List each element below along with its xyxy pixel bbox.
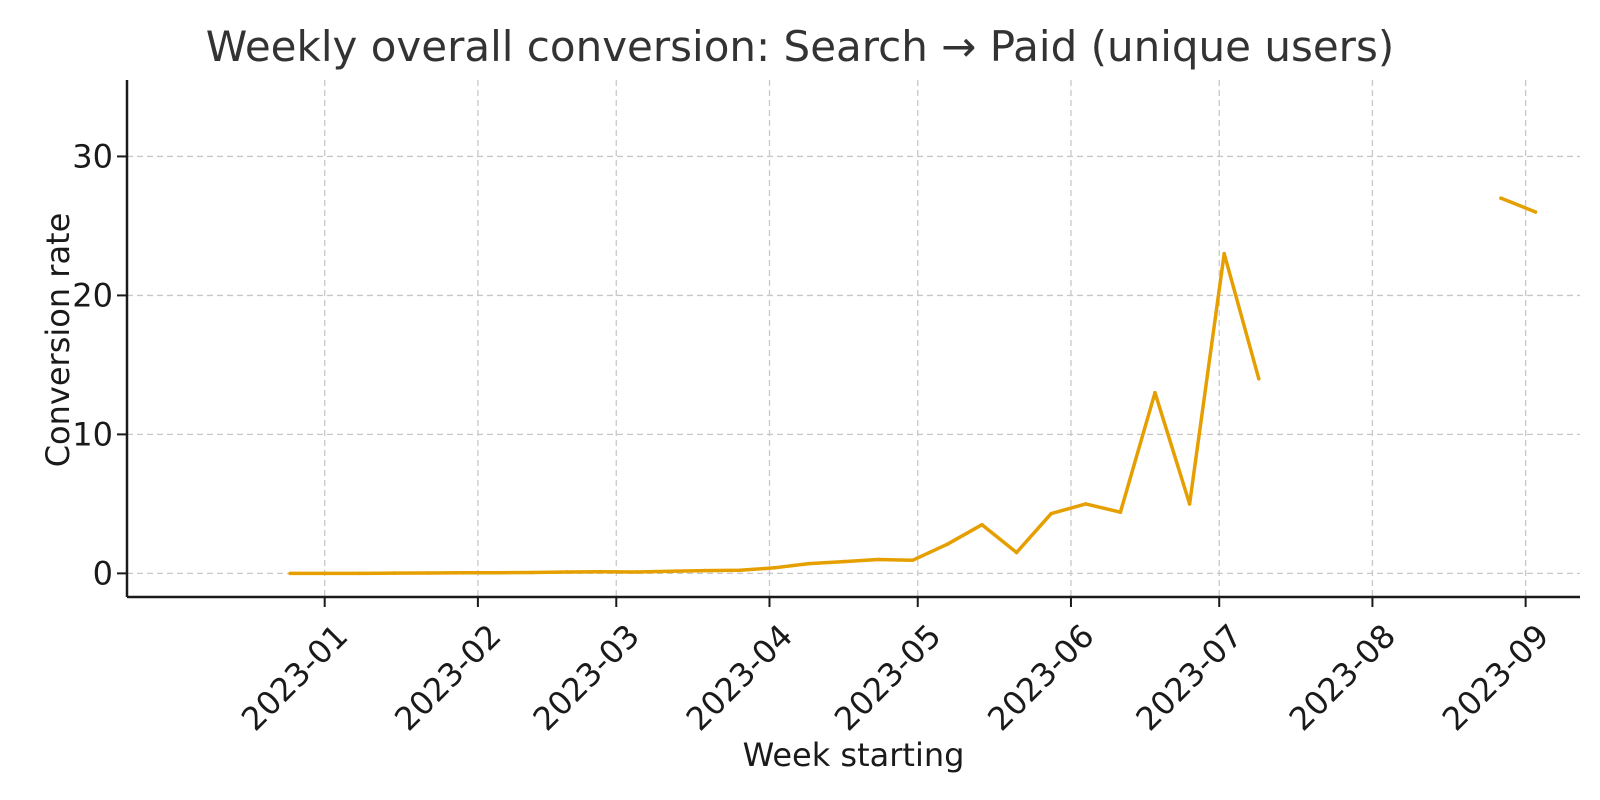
series-line <box>288 196 1538 576</box>
y-tick-label: 10 <box>72 415 113 453</box>
series-line-segment <box>290 251 1261 576</box>
series-line-segment <box>1500 196 1537 214</box>
x-tick-label: 2023-07 <box>1128 617 1249 738</box>
x-tick-label: 2023-09 <box>1435 617 1556 738</box>
x-tick-label: 2023-02 <box>387 617 508 738</box>
x-tick-label: 2023-03 <box>525 617 646 738</box>
x-tick-label: 2023-01 <box>234 617 355 738</box>
x-tick-label: 2023-04 <box>679 617 800 738</box>
y-tick-label: 0 <box>93 554 113 592</box>
x-tick-label: 2023-08 <box>1282 617 1403 738</box>
x-tick-label: 2023-06 <box>980 617 1101 738</box>
chart-title: Weekly overall conversion: Search → Paid… <box>205 22 1395 71</box>
y-tick-label: 20 <box>72 276 113 314</box>
grid-lines <box>127 80 1580 597</box>
x-axis-label: Week starting <box>742 736 965 774</box>
tick-labels: 2023-01 2023-02 2023-03 2023-04 2023-05 2023-… <box>72 137 1556 738</box>
x-tick-label: 2023-05 <box>827 617 948 738</box>
axes <box>117 80 1580 607</box>
y-tick-label: 30 <box>72 137 113 175</box>
y-axis-label: Conversion rate <box>39 212 77 468</box>
